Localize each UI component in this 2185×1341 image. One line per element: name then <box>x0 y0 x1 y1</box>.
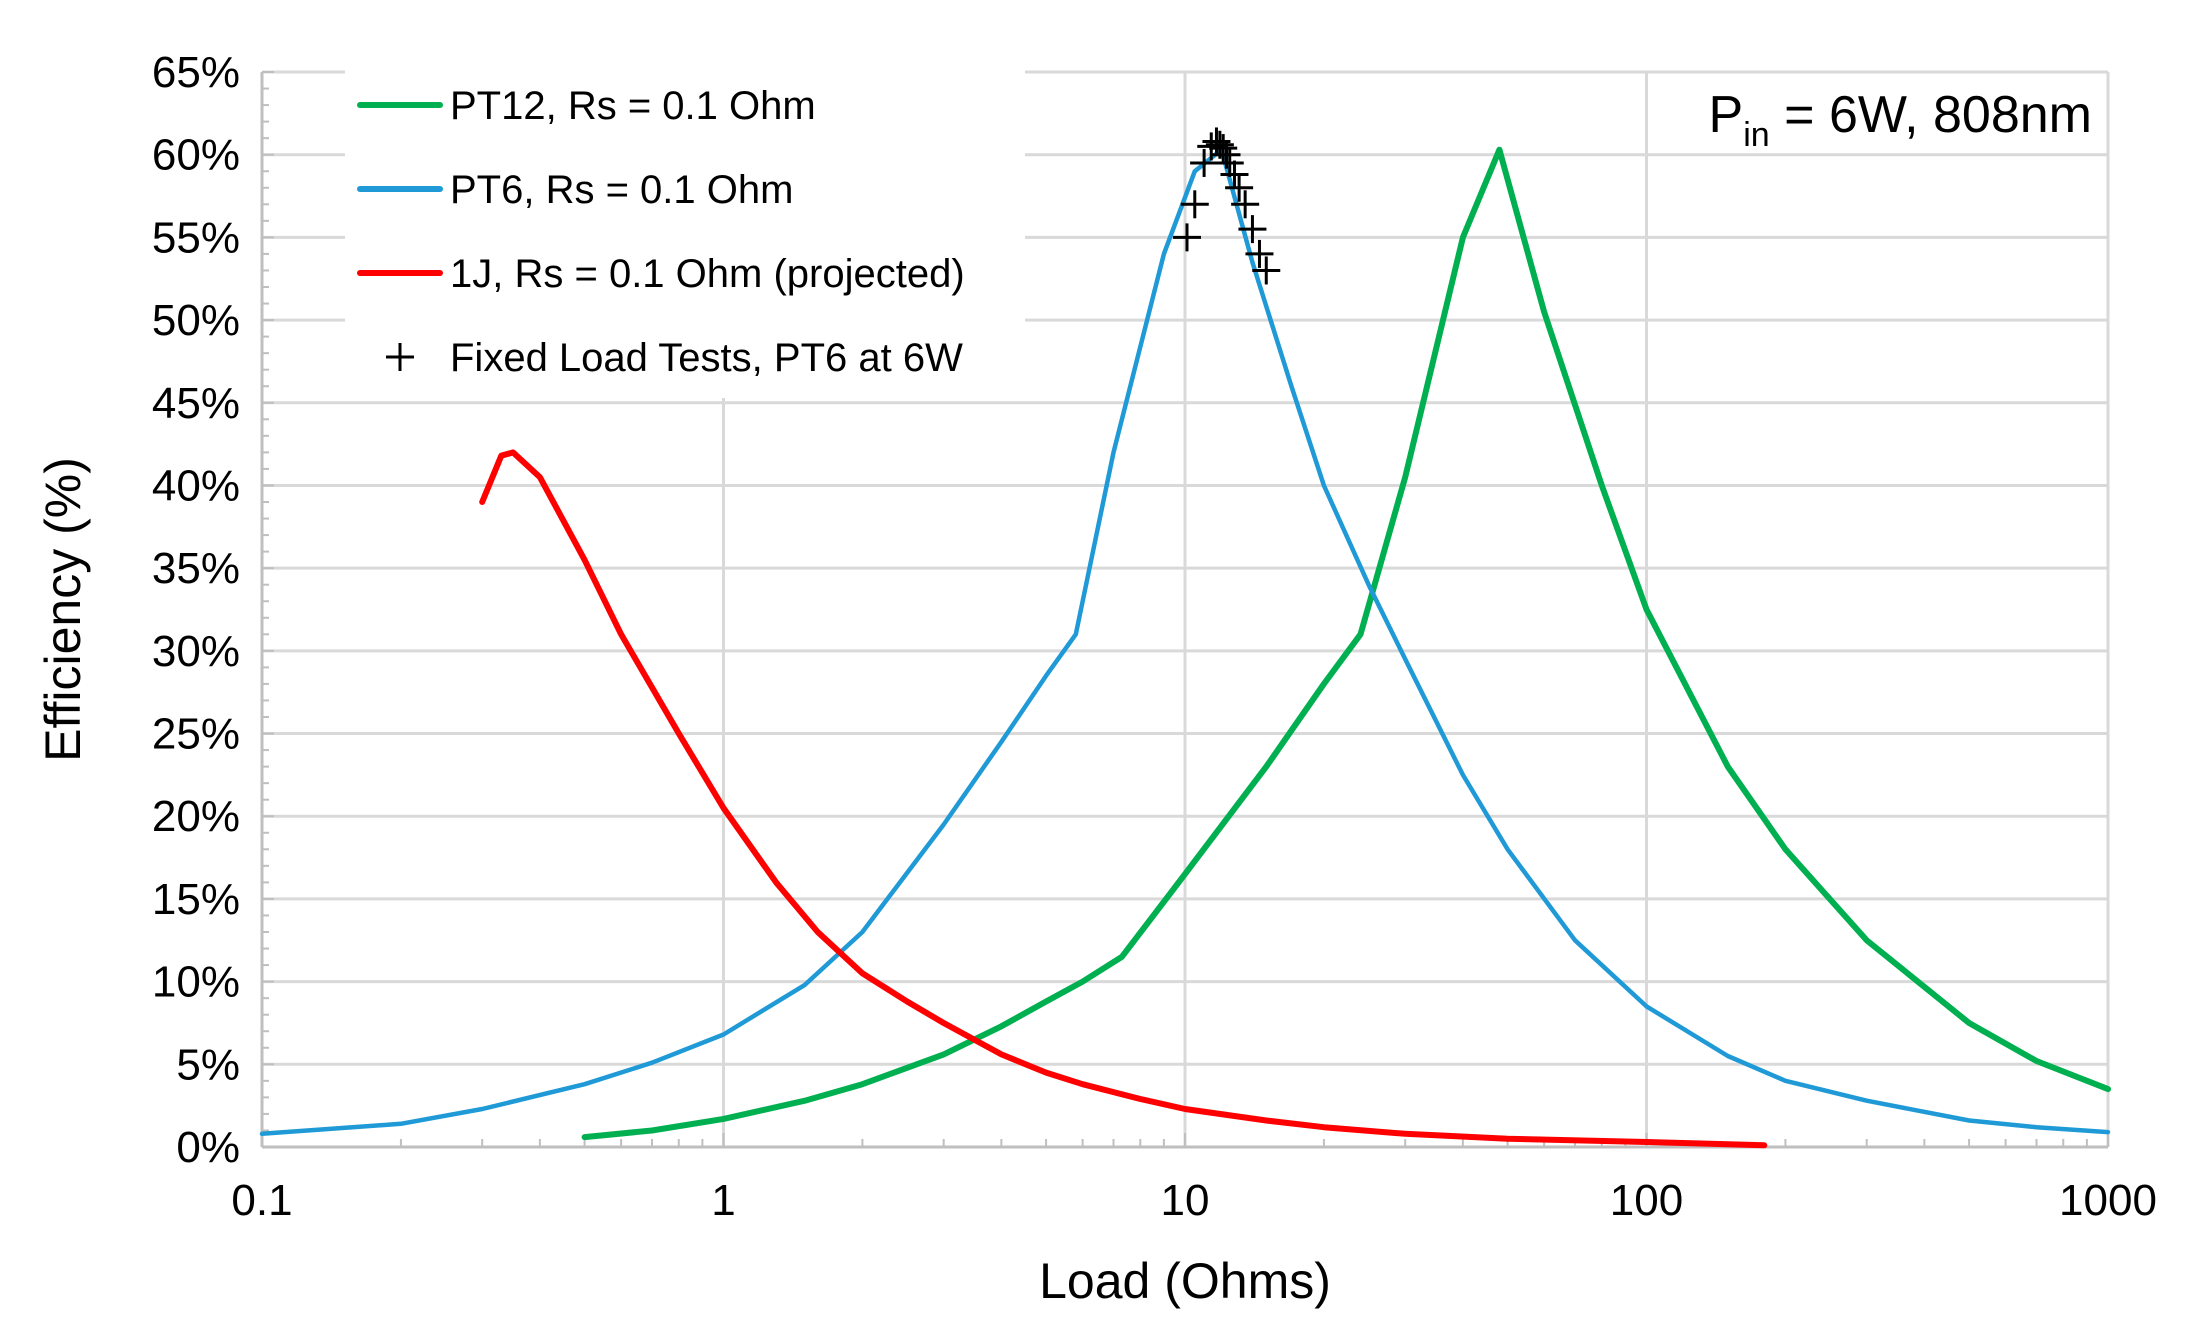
axes: 0% 5% 10% 15% 20% 25% 30% 35% 40% 45% 50% 55% 60% 65%… <box>35 48 2157 1309</box>
y-tick-label: 65% <box>152 48 240 97</box>
series-line-1 <box>259 147 2111 1137</box>
y-tick-label: 55% <box>152 213 240 262</box>
legend: PT12, Rs = 0.1 Ohm PT6, Rs = 0.1 Ohm 1J, R… <box>345 50 1025 398</box>
annotation-prefix: P <box>1709 86 1744 144</box>
data-point-marker <box>1238 215 1267 244</box>
y-tick-label: 30% <box>152 627 240 676</box>
y-tick-label: 60% <box>152 131 240 180</box>
data-point-marker <box>1190 148 1219 177</box>
x-tick-label: 10 <box>1161 1176 1210 1225</box>
data-point-marker <box>1209 134 1238 163</box>
series-line-2 <box>479 449 1768 1149</box>
annotation: Pin = 6W, 808nm <box>1709 86 2092 154</box>
y-tick-label: 45% <box>152 379 240 428</box>
plot-series <box>259 127 2111 1149</box>
legend-label: 1J, Rs = 0.1 Ohm (projected) <box>450 252 965 296</box>
x-tick-label: 1000 <box>2059 1176 2157 1225</box>
annotation-subscript: in <box>1743 116 1769 154</box>
data-point-marker <box>1252 256 1281 285</box>
y-axis-title: Efficiency (%) <box>35 457 91 762</box>
data-point-marker <box>1215 148 1244 177</box>
y-tick-label: 50% <box>152 296 240 345</box>
legend-label: PT12, Rs = 0.1 Ohm <box>450 84 816 128</box>
data-point-marker <box>1245 239 1274 268</box>
legend-label: PT6, Rs = 0.1 Ohm <box>450 168 793 212</box>
data-point-marker <box>1231 190 1260 219</box>
conditions-annotation: Pin = 6W, 808nm <box>1709 86 2092 154</box>
y-tick-label: 5% <box>176 1040 240 1089</box>
data-point-marker <box>1172 223 1201 252</box>
data-point-marker <box>1225 173 1254 202</box>
legend-box <box>345 50 1025 398</box>
x-tick-label: 0.1 <box>231 1176 292 1225</box>
data-point-marker <box>1220 160 1249 189</box>
y-tick-label: 35% <box>152 544 240 593</box>
x-axis-title: Load (Ohms) <box>1039 1253 1331 1309</box>
legend-label: Fixed Load Tests, PT6 at 6W <box>450 336 963 380</box>
y-tick-label: 10% <box>152 958 240 1007</box>
y-tick-label: 25% <box>152 710 240 759</box>
data-point-marker <box>1180 190 1209 219</box>
y-tick-label: 0% <box>176 1123 240 1172</box>
y-tick-label: 20% <box>152 792 240 841</box>
annotation-suffix: = 6W, 808nm <box>1770 86 2092 144</box>
y-tick-label: 40% <box>152 461 240 510</box>
y-tick-label: 15% <box>152 875 240 924</box>
series-line-0 <box>581 146 2111 1141</box>
x-tick-label: 100 <box>1610 1176 1683 1225</box>
legend-marker <box>386 343 414 371</box>
x-tick-label: 1 <box>711 1176 735 1225</box>
